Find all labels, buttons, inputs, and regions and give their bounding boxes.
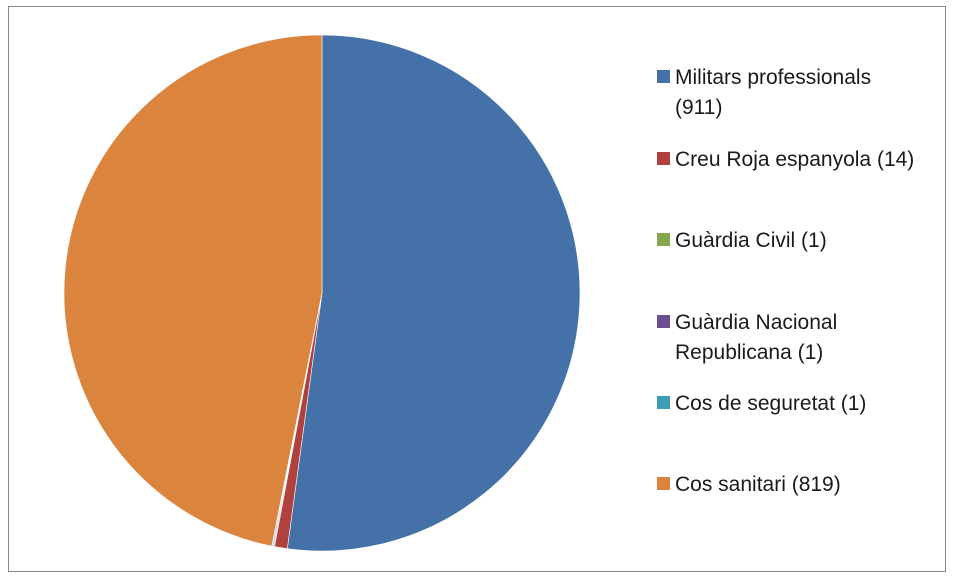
legend-item-guardia-civil: Guàrdia Civil (1): [657, 226, 947, 256]
legend-swatch: [657, 477, 670, 490]
legend-item-guardia-nacional: Guàrdia Nacional Republicana (1): [657, 308, 947, 368]
legend-swatch: [657, 396, 670, 409]
legend-label: Creu Roja espanyola (14): [675, 148, 915, 171]
legend-item-creu-roja: Creu Roja espanyola (14): [657, 145, 947, 175]
legend-item-cos-sanitari: Cos sanitari (819): [657, 470, 947, 500]
legend-swatch: [657, 233, 670, 246]
legend-label: Guàrdia Civil (1): [675, 229, 827, 252]
pie-slice-0: [286, 34, 581, 552]
pie-slice-5: [63, 34, 323, 547]
legend-label: Guàrdia Nacional Republicana (1): [675, 311, 838, 364]
chart-area: Militars professionals (911) Creu Roja e…: [8, 6, 946, 572]
legend-label: Militars professionals (911): [675, 66, 872, 119]
legend-swatch: [657, 315, 670, 328]
legend-item-cos-de-seguretat: Cos de seguretat (1): [657, 389, 947, 419]
legend-label: Cos de seguretat (1): [675, 392, 867, 415]
legend-swatch: [657, 70, 670, 83]
legend-item-militars-professionals: Militars professionals (911): [657, 63, 947, 123]
pie-chart: [63, 34, 581, 552]
legend-swatch: [657, 152, 670, 165]
legend-label: Cos sanitari (819): [675, 473, 841, 496]
